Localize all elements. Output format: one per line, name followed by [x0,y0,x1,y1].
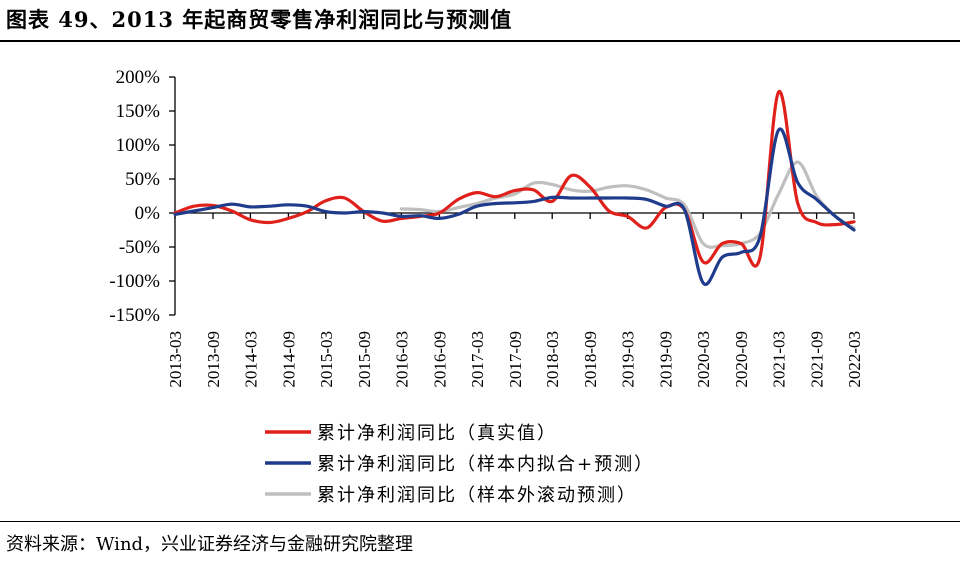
y-tick-label: 0% [135,203,161,224]
line-chart: -150% -100% -50% 0% 50% 100% 150% 200% 2013-03 20… [109,67,864,506]
x-tick-label: 2017-03 [468,331,487,388]
legend-label-2: 累计净利润同比（样本内拟合+预测） [317,454,654,475]
series-line-1 [173,90,856,268]
x-tick-label: 2014-09 [279,331,298,388]
x-tick-label: 2016-03 [392,331,411,388]
source-note: 资料来源：Wind，兴业证券经济与金融研究院整理 [6,534,414,555]
x-tick-label: 2019-03 [619,331,638,388]
x-tick-label: 2022-03 [845,331,864,388]
y-tick-label: 50% [125,169,160,190]
y-tick-label: 150% [116,101,161,122]
x-tick-label: 2015-09 [355,331,374,388]
x-tick-label: 2021-03 [770,331,789,388]
series-line-2 [173,127,856,286]
x-tick-label: 2017-09 [506,331,525,388]
x-tick-label: 2015-03 [317,331,336,388]
x-tick-label: 2018-09 [581,331,600,388]
x-tick-label: 2013-03 [166,331,185,388]
y-tick-label: -150% [109,305,160,326]
x-tick-label: 2013-09 [204,331,223,388]
y-tick-label: -50% [119,237,160,258]
y-tick-label: -100% [109,271,160,292]
x-tick-label: 2014-03 [241,331,260,388]
series-line-3 [399,160,856,249]
x-tick-label: 2021-09 [808,331,827,388]
y-tick-label: 200% [116,67,161,88]
figure-title: 图表 49、2013 年起商贸零售净利润同比与预测值 [6,7,513,32]
x-tick-label: 2020-03 [694,331,713,388]
legend-label-1: 累计净利润同比（真实值） [317,423,557,444]
y-tick-label: 100% [116,135,161,156]
source-rule [0,521,960,522]
x-tick-label: 2016-09 [430,331,449,388]
title-rule [0,40,960,42]
x-tick-label: 2018-03 [543,331,562,388]
x-tick-label: 2020-09 [732,331,751,388]
legend-label-3: 累计净利润同比（样本外滚动预测） [317,485,637,506]
legend: 累计净利润同比（真实值） 累计净利润同比（样本内拟合+预测） 累计净利润同比（样本外… [265,423,654,506]
series-lines [173,90,856,286]
axes: -150% -100% -50% 0% 50% 100% 150% 200% 2013-03 20… [109,67,864,388]
x-tick-label: 2019-09 [657,331,676,388]
